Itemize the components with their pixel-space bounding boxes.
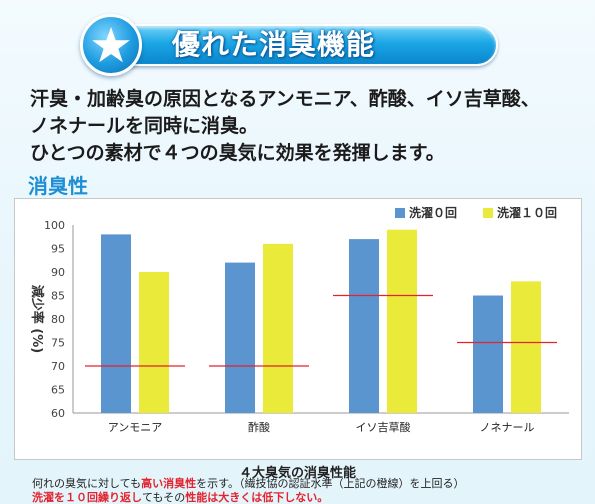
- legend-swatch: [483, 208, 493, 218]
- chart-caption: ４大臭気の消臭性能: [238, 466, 356, 481]
- y-tick-label: 90: [51, 266, 65, 279]
- chart-panel: 60 65 70 75 80 85 90 95 100 減少率 (%) アンモニア 酢酸 イソ吉草酸 ノネ…: [14, 198, 582, 460]
- y-axis-title: 減少率 (%): [29, 285, 45, 353]
- section-title: 消臭性: [28, 174, 88, 198]
- bar-wash10: [263, 243, 293, 413]
- bar-wash10: [387, 229, 417, 413]
- y-tick-label: 95: [51, 243, 65, 256]
- star-icon: [80, 14, 142, 76]
- note2-b: てもその: [142, 491, 186, 504]
- bar-wash10: [139, 272, 169, 413]
- note-line-1: 何れの臭気に対しても高い消臭性を示す。（繊技協の認証水準（上記の橙線）を上回る）: [32, 475, 465, 491]
- legend-label: 洗濯１０回: [497, 205, 557, 220]
- bar-wash0: [349, 239, 379, 413]
- note1-c: を示す。（繊技協の認証水準（上記の橙線）を上回る）: [196, 477, 465, 490]
- y-tick-label: 80: [51, 313, 65, 326]
- y-tick-label: 85: [51, 290, 65, 303]
- x-tick-label: ノネナール: [480, 421, 535, 434]
- note2-highlight-a: 洗濯を１０回繰り返し: [32, 491, 142, 504]
- note1-highlight: 高い消臭性: [141, 477, 197, 490]
- note1-a: 何れの臭気に対しても: [32, 477, 142, 490]
- legend-label: 洗濯０回: [409, 205, 457, 220]
- y-tick-label: 70: [51, 360, 65, 373]
- bar-wash0: [225, 262, 255, 413]
- bar-wash10: [511, 281, 541, 413]
- x-tick-label: イソ吉草酸: [356, 420, 411, 434]
- banner-title: 優れた消臭機能: [172, 28, 376, 61]
- intro-line-2: ノネナールを同時に消臭。: [30, 115, 259, 137]
- y-tick-label: 75: [51, 337, 65, 350]
- note-line-2: 洗濯を１０回繰り返してもその性能は大きくは低下しない。: [32, 489, 328, 504]
- intro-text: 汗臭・加齢臭の原因となるアンモニア、酢酸、イソ吉草酸、 ノネナールを同時に消臭。…: [30, 86, 590, 167]
- intro-line-1: 汗臭・加齢臭の原因となるアンモニア、酢酸、イソ吉草酸、: [30, 88, 540, 110]
- x-tick-label: アンモニア: [108, 421, 163, 434]
- note2-highlight-c: 性能は大きくは低下しない。: [185, 491, 329, 504]
- intro-line-3: ひとつの素材で４つの臭気に効果を発揮します。: [30, 142, 445, 164]
- feature-banner: 優れた消臭機能: [80, 14, 500, 76]
- bar-wash0: [473, 295, 503, 413]
- bar-wash0: [101, 234, 131, 413]
- banner-pill: 優れた消臭機能: [110, 24, 498, 66]
- y-tick-label: 60: [51, 407, 65, 420]
- y-tick-label: 100: [44, 219, 65, 232]
- y-tick-label: 65: [51, 384, 65, 397]
- legend-swatch: [395, 208, 405, 218]
- x-tick-label: 酢酸: [248, 420, 270, 434]
- bar-chart: 60 65 70 75 80 85 90 95 100 減少率 (%) アンモニア 酢酸 イソ吉草酸 ノネ…: [29, 205, 569, 434]
